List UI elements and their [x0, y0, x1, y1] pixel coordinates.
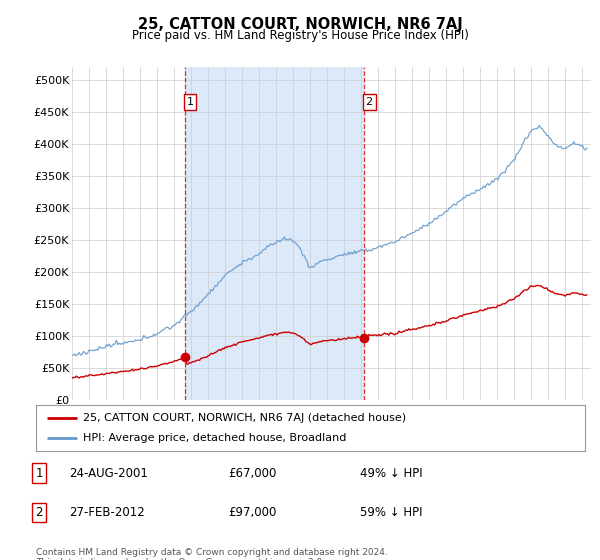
Text: 25, CATTON COURT, NORWICH, NR6 7AJ: 25, CATTON COURT, NORWICH, NR6 7AJ	[137, 17, 463, 32]
Text: 59% ↓ HPI: 59% ↓ HPI	[360, 506, 422, 519]
Text: 1: 1	[35, 466, 43, 480]
Text: £97,000: £97,000	[228, 506, 277, 519]
Text: Price paid vs. HM Land Registry's House Price Index (HPI): Price paid vs. HM Land Registry's House …	[131, 29, 469, 42]
Bar	[185, 67, 364, 400]
Text: 25, CATTON COURT, NORWICH, NR6 7AJ (detached house): 25, CATTON COURT, NORWICH, NR6 7AJ (deta…	[83, 413, 406, 423]
Text: 27-FEB-2012: 27-FEB-2012	[69, 506, 145, 519]
Text: Contains HM Land Registry data © Crown copyright and database right 2024.
This d: Contains HM Land Registry data © Crown c…	[36, 548, 388, 560]
Text: 24-AUG-2001: 24-AUG-2001	[69, 466, 148, 480]
Text: HPI: Average price, detached house, Broadland: HPI: Average price, detached house, Broa…	[83, 433, 346, 443]
Text: 49% ↓ HPI: 49% ↓ HPI	[360, 466, 422, 480]
Text: 1: 1	[187, 97, 194, 107]
Text: 2: 2	[35, 506, 43, 519]
Text: £67,000: £67,000	[228, 466, 277, 480]
Text: 2: 2	[365, 97, 373, 107]
